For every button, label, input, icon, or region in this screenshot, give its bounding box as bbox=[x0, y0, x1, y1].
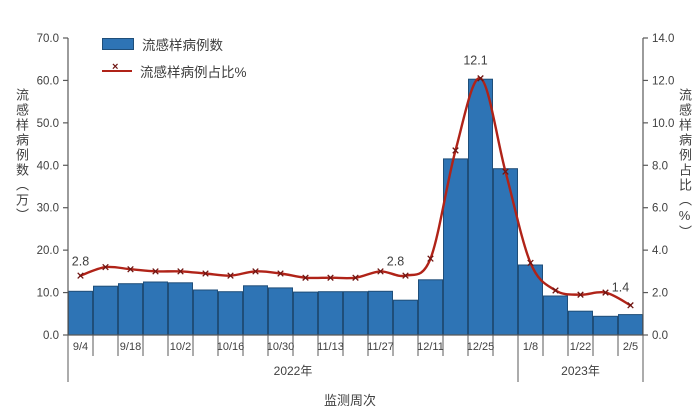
x-axis-title: 监测周次 bbox=[323, 393, 376, 408]
right-tick-label: 6.0 bbox=[652, 203, 668, 215]
line-marker-12/4 bbox=[402, 272, 409, 279]
x-tick-label: 9/18 bbox=[120, 341, 141, 353]
line-marker-10/2 bbox=[177, 268, 184, 275]
x-tick-label: 2/5 bbox=[623, 341, 638, 353]
right-tick-label: 2.0 bbox=[652, 288, 668, 300]
left-tick-label: 10.0 bbox=[37, 288, 59, 300]
x-tick-label: 11/13 bbox=[317, 341, 344, 353]
bar-12/11 bbox=[418, 279, 443, 336]
line-marker-12/18 bbox=[452, 147, 459, 154]
line-marker-1/22 bbox=[577, 291, 584, 298]
x-tick-label: 9/4 bbox=[73, 341, 88, 353]
data-label-12.1: 12.1 bbox=[463, 53, 487, 67]
x-tick-label: 10/16 bbox=[217, 341, 245, 353]
axes: 0.0 10.0 20.0 30.0 40.0 50.0 60.0 70.0 0.0 2.0 4.0… bbox=[37, 33, 674, 382]
bar-1/22 bbox=[568, 310, 593, 336]
line-marker-11/13 bbox=[327, 274, 334, 281]
legend-item-percentage: × 流感样病例占比% bbox=[102, 62, 247, 80]
line-marker-11/20 bbox=[352, 274, 359, 281]
bar-1/1 bbox=[493, 168, 518, 336]
line-marker-1/1 bbox=[502, 168, 509, 175]
x-tick-label: 10/2 bbox=[170, 341, 191, 353]
bar-10/2 bbox=[168, 282, 193, 336]
line-marker-9/25 bbox=[152, 268, 159, 275]
year-group-label: 2022年 bbox=[274, 364, 313, 378]
right-axis-title: 流感样病例占比（%） bbox=[677, 88, 692, 240]
x-tick-label: 11/27 bbox=[367, 341, 394, 353]
legend-label-cases: 流感样病例数 bbox=[142, 38, 223, 53]
x-marker-icon: × bbox=[112, 61, 119, 73]
bar-11/27 bbox=[368, 290, 393, 336]
left-tick-label: 60.0 bbox=[37, 75, 59, 87]
line-series bbox=[77, 75, 634, 309]
left-tick-label: 30.0 bbox=[37, 203, 59, 215]
line-marker-9/4 bbox=[77, 272, 84, 279]
line-marker-1/29 bbox=[602, 289, 609, 296]
line-marker-11/27 bbox=[377, 268, 384, 275]
x-tick-label: 10/30 bbox=[267, 341, 295, 353]
data-label-2.8: 2.8 bbox=[387, 255, 404, 269]
left-tick-label: 70.0 bbox=[37, 33, 59, 45]
line-marker-10/30 bbox=[277, 270, 284, 277]
bar-11/6 bbox=[293, 291, 318, 336]
bar-1/8 bbox=[518, 264, 543, 336]
bar-swatch-icon bbox=[102, 38, 134, 50]
right-tick-label: 14.0 bbox=[652, 33, 674, 45]
bar-1/29 bbox=[593, 315, 618, 336]
line-marker-12/25 bbox=[477, 75, 484, 82]
x-tick-label: 1/22 bbox=[570, 341, 591, 353]
left-axis-title: 流感样病例数（万） bbox=[14, 88, 29, 223]
right-tick-label: 12.0 bbox=[652, 75, 674, 87]
left-tick-label: 50.0 bbox=[37, 118, 59, 130]
legend-item-cases: 流感样病例数 bbox=[102, 36, 247, 53]
bar-10/30 bbox=[268, 287, 293, 336]
bar-11/20 bbox=[343, 291, 368, 336]
bar-11/13 bbox=[318, 291, 343, 336]
left-tick-label: 40.0 bbox=[37, 160, 59, 172]
right-tick-label: 0.0 bbox=[652, 330, 668, 342]
right-tick-label: 4.0 bbox=[652, 245, 668, 257]
left-tick-label: 0.0 bbox=[43, 330, 59, 342]
data-label-1.4: 1.4 bbox=[612, 280, 629, 294]
year-group-label: 2023年 bbox=[561, 364, 600, 378]
line-marker-2/5 bbox=[627, 302, 634, 309]
bar-12/4 bbox=[393, 299, 418, 336]
line-marker-12/11 bbox=[427, 255, 434, 262]
x-tick-label: 12/11 bbox=[417, 341, 444, 353]
line-marker-1/15 bbox=[552, 287, 559, 294]
bar-10/9 bbox=[193, 289, 218, 336]
line-marker-9/11 bbox=[102, 263, 109, 271]
bar-10/16 bbox=[218, 291, 243, 336]
line-marker-9/18 bbox=[127, 265, 134, 273]
bar-12/25 bbox=[468, 78, 493, 336]
data-label-2.8: 2.8 bbox=[72, 255, 89, 269]
bar-9/11 bbox=[93, 285, 118, 336]
line-marker-11/6 bbox=[302, 274, 309, 281]
bar-9/25 bbox=[143, 281, 168, 336]
bar-series bbox=[68, 78, 643, 336]
legend-label-percentage: 流感样病例占比% bbox=[140, 65, 247, 80]
right-tick-label: 10.0 bbox=[652, 118, 674, 130]
line-marker-10/16 bbox=[227, 272, 234, 279]
x-tick-label: 12/25 bbox=[467, 341, 495, 353]
line-swatch-icon: × bbox=[102, 62, 132, 73]
line-marker-10/23 bbox=[252, 268, 259, 275]
x-tick-label: 1/8 bbox=[523, 341, 538, 353]
legend: 流感样病例数 × 流感样病例占比% bbox=[102, 36, 247, 80]
right-tick-label: 8.0 bbox=[652, 160, 668, 172]
bar-1/15 bbox=[543, 295, 568, 336]
bar-9/18 bbox=[118, 283, 143, 336]
bar-9/4 bbox=[68, 290, 93, 336]
left-tick-label: 20.0 bbox=[37, 245, 59, 257]
bar-10/23 bbox=[243, 285, 268, 336]
line-marker-1/8 bbox=[527, 259, 534, 267]
line-marker-10/9 bbox=[202, 270, 209, 277]
bar-2/5 bbox=[618, 314, 643, 336]
